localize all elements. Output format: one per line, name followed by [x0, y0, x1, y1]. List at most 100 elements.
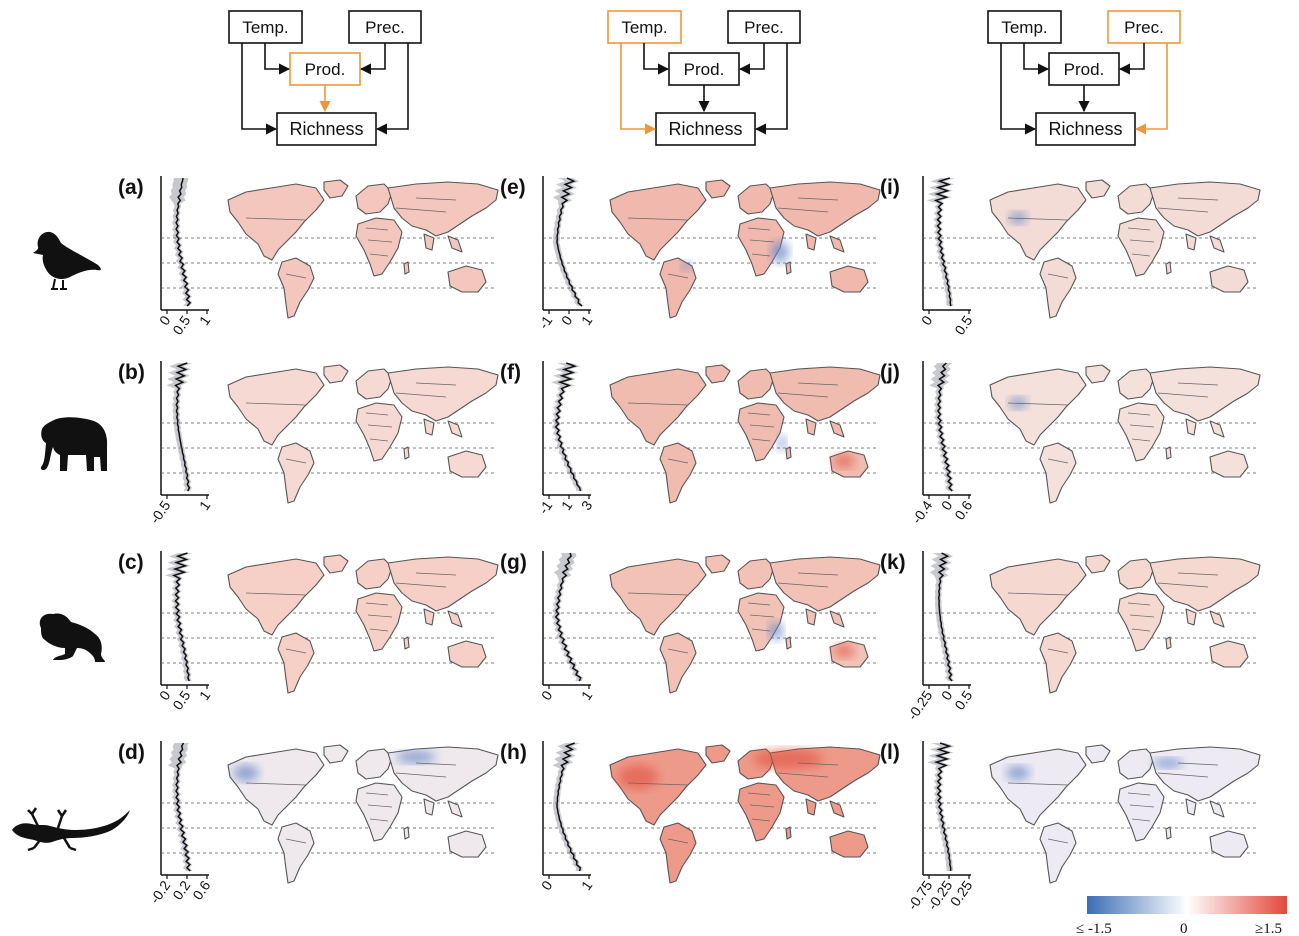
axis-tick-label: 0: [538, 877, 556, 893]
axis-tick-label: 0: [558, 312, 576, 328]
confidence-band: [927, 743, 955, 871]
latitudinal-profile: 00.5 1: [156, 176, 214, 338]
latitudinal-profile: 00.5 1: [156, 551, 214, 713]
colorbar-gradient: [1087, 896, 1287, 914]
arrow-prec-richness: [754, 43, 788, 135]
panel-k: (k)-0.25 00.5: [880, 551, 1261, 723]
profile-line: [554, 552, 582, 682]
axis-tick-label: 3: [578, 497, 596, 513]
axis-tick-label: 0.5: [169, 312, 193, 337]
axis-tick-label: 0.5: [951, 687, 975, 712]
panel-h: (h)0 1: [500, 741, 881, 893]
arrow-temp-richness: [241, 43, 278, 135]
bird-icon: [33, 231, 101, 290]
latitudinal-profile: -0.25 00.5: [904, 551, 976, 723]
panel-label: (a): [118, 176, 144, 199]
panel-label: (h): [500, 741, 527, 764]
axis-tick-label: -0.25: [904, 687, 936, 722]
axis-tick-label: 1: [578, 877, 596, 893]
colorbar-min-label: ≤ -1.5: [1076, 921, 1112, 936]
arrow-prec-richness: [375, 43, 409, 135]
causal-diagram-2: Temp. Prec. Prod. Richness: [607, 10, 801, 146]
profile-line: [175, 177, 192, 307]
axis-tick-label: 0.5: [169, 687, 193, 712]
prod-box: Prod.: [289, 52, 361, 86]
arrow-temp-richness: [620, 43, 657, 135]
panel-label: (g): [500, 551, 527, 574]
axis-tick-label: 1: [558, 497, 576, 513]
prec-box: Prec.: [727, 10, 801, 44]
prec-box: Prec.: [348, 10, 422, 44]
confidence-band: [169, 178, 193, 306]
panel-d: (d)-0.20.20.6: [118, 741, 499, 906]
causal-diagram-3: Temp. Prec. Prod. Richness: [987, 10, 1181, 146]
elephant-icon: [40, 417, 108, 471]
panel-label: (d): [118, 741, 145, 764]
panel-e: (e) -1 0 1: [500, 176, 881, 332]
confidence-band: [551, 553, 584, 681]
profile-line: [171, 552, 190, 682]
prec-box-label: Prec.: [365, 18, 405, 37]
arrow-prec-prod: [1118, 43, 1145, 75]
panel-a: (a) 00.5 1: [118, 176, 499, 338]
axis-tick-label: 1: [578, 687, 596, 703]
world-map: [609, 364, 881, 504]
panel-label: (j): [880, 361, 900, 384]
richness-box: Richness: [1035, 112, 1136, 146]
profile-line: [554, 362, 582, 492]
panel-label: (e): [500, 176, 526, 199]
prod-box: Prod.: [1048, 52, 1120, 86]
colorbar-max-label: ≥1.5: [1255, 921, 1282, 936]
arrow-prec-prod: [738, 43, 765, 75]
world-map: [609, 554, 881, 694]
axis-tick-label: -0.5: [147, 497, 174, 526]
panel-b: (b) -0.5 1: [118, 361, 499, 526]
profile-line: [175, 742, 191, 872]
prec-box-label: Prec.: [1124, 18, 1164, 37]
panel-i: (i)0 0.5: [880, 176, 1261, 338]
temp-box-label: Temp.: [242, 18, 288, 37]
latitudinal-profile: -0.20.20.6: [147, 741, 214, 906]
panel-c: (c) 00.5 1: [118, 551, 499, 713]
confidence-band: [930, 553, 955, 681]
profile-line: [556, 742, 582, 872]
world-map: [609, 744, 881, 884]
world-map: [227, 364, 499, 504]
arrow-temp-prod: [264, 43, 291, 75]
causal-diagram-1: Temp. Prec. Prod. Richness: [228, 10, 422, 146]
frog-icon: [39, 613, 106, 662]
axis-tick-label: 0: [538, 687, 556, 703]
panel-label: (l): [880, 741, 900, 764]
prod-box: Prod.: [668, 52, 740, 86]
axis-tick-label: 0.25: [947, 877, 976, 909]
richness-box-label: Richness: [668, 119, 742, 139]
panel-label: (b): [118, 361, 145, 384]
axis-tick-label: -1: [535, 312, 555, 332]
profile-line: [556, 177, 583, 307]
latitudinal-profile: -0.75-0.250.25: [904, 741, 976, 913]
richness-box-label: Richness: [1048, 119, 1122, 139]
world-map: [227, 179, 499, 319]
world-map: [227, 554, 499, 694]
latitudinal-profile: -1 1 3: [535, 361, 596, 517]
profile-line: [174, 362, 191, 492]
world-map: [989, 554, 1261, 694]
arrow-prec-prod: [359, 43, 386, 75]
panel-l: (l)-0.75-0.250.25: [880, 741, 1261, 913]
panel-label: (k): [880, 551, 906, 574]
lizard-icon: [12, 807, 130, 852]
axis-tick-label: -1: [535, 497, 555, 517]
axis-tick-label: 0.6: [189, 877, 213, 902]
richness-box: Richness: [655, 112, 756, 146]
panel-label: (c): [118, 551, 144, 574]
world-map: [227, 744, 499, 884]
axis-tick-label: 1: [196, 497, 214, 513]
world-map: [989, 179, 1261, 319]
prod-box-label: Prod.: [684, 60, 725, 79]
latitudinal-profile: -1 0 1: [535, 176, 596, 332]
axis-tick-label: 1: [196, 312, 214, 328]
world-map: [609, 179, 881, 319]
